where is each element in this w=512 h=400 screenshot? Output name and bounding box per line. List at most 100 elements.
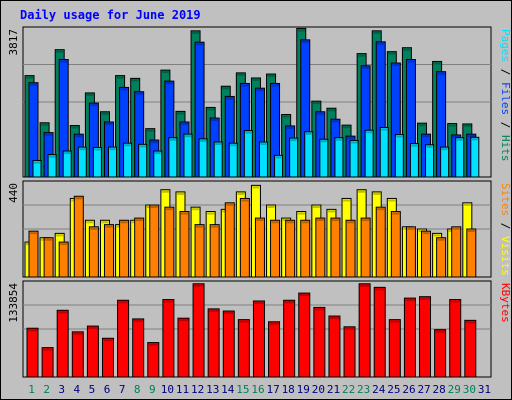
day-label: 3 — [58, 383, 65, 396]
legend-separator: / — [499, 62, 512, 82]
bar-shade — [60, 243, 68, 246]
bar-shade — [75, 135, 83, 138]
bar-shade — [184, 135, 191, 138]
bar-shade — [467, 230, 475, 232]
bar-shade — [286, 126, 294, 129]
bar-pages-day-9 — [153, 150, 163, 178]
bar-shade — [407, 60, 415, 63]
bar-shade — [90, 227, 98, 230]
day-label: 17 — [266, 383, 279, 396]
bar-sites-day-18 — [285, 219, 296, 278]
bar-shade — [392, 64, 400, 67]
panel-kbytes: 133854 KBytes — [7, 280, 512, 378]
bar-shade — [101, 112, 109, 115]
bar-shade — [73, 332, 83, 335]
bar-kbytes-day-1 — [26, 327, 39, 378]
panel-legend: Pages / Files / Hits — [499, 29, 512, 162]
bar-shade — [435, 330, 445, 333]
bar-shade — [120, 88, 128, 91]
bar-kbytes-day-18 — [283, 299, 296, 378]
day-label: 26 — [402, 383, 415, 396]
bar-shade — [358, 54, 366, 57]
bar-shade — [312, 102, 320, 105]
day-label: 5 — [89, 383, 96, 396]
bar-pages-day-6 — [107, 146, 117, 178]
bar-shade — [209, 309, 219, 312]
bar-shade — [196, 225, 204, 228]
bar-sites-day-22 — [345, 219, 356, 278]
bar-shade — [237, 192, 245, 195]
day-label: 22 — [342, 383, 355, 396]
bar-shade — [71, 126, 79, 129]
bar-pages-day-15 — [243, 130, 253, 178]
bar-kbytes-day-10 — [162, 299, 175, 378]
bar-kbytes-day-7 — [117, 299, 130, 378]
bar-pages-day-19 — [304, 131, 314, 178]
bar-shade — [301, 40, 309, 43]
bar-pages-day-23 — [364, 129, 374, 178]
bar-sites-day-29 — [451, 226, 462, 278]
bar-shade — [441, 148, 448, 151]
legend-entry: Pages — [499, 29, 512, 62]
bar-pages-day-28 — [440, 146, 450, 178]
bar-shade — [45, 238, 53, 241]
bar-shade — [373, 192, 381, 195]
day-label: 24 — [372, 383, 386, 396]
bar-shade — [286, 221, 294, 224]
legend-separator: / — [499, 216, 512, 236]
bar-shade — [200, 139, 207, 142]
bar-shade — [30, 83, 37, 86]
day-label: 9 — [149, 383, 156, 396]
bar-kbytes-day-4 — [71, 331, 84, 378]
bar-shade — [320, 140, 327, 143]
day-label: 18 — [282, 383, 295, 396]
bar-shade — [196, 43, 204, 46]
day-label: 20 — [312, 383, 325, 396]
bar-shade — [260, 143, 267, 146]
bar-shade — [301, 221, 309, 224]
bar-shade — [392, 212, 400, 215]
day-label: 16 — [251, 383, 264, 396]
bar-shade — [366, 131, 373, 134]
panel-hits-files-pages: 3817 Pages / Files / Hits — [7, 26, 512, 178]
bar-shade — [116, 76, 124, 79]
bar-shade — [211, 119, 219, 122]
legend-entry: Hits — [499, 135, 512, 162]
bar-shade — [347, 221, 355, 224]
bar-sites-day-13 — [209, 224, 220, 278]
bar-shade — [178, 319, 188, 322]
bar-kbytes-day-13 — [207, 308, 220, 378]
bar-shade — [148, 343, 158, 346]
day-label: 12 — [191, 383, 204, 396]
bar-shade — [45, 133, 53, 136]
bar-shade — [297, 212, 305, 215]
bar-sites-day-11 — [179, 211, 190, 278]
bar-shade — [343, 199, 351, 202]
bar-shade — [150, 206, 158, 208]
bar-shade — [390, 320, 400, 323]
bar-shade — [463, 203, 471, 206]
bar-shade — [207, 212, 215, 215]
bar-sites-day-7 — [119, 219, 130, 278]
bar-sites-day-10 — [164, 206, 175, 278]
bar-shade — [215, 143, 222, 146]
bar-shade — [282, 115, 290, 118]
bar-shade — [388, 199, 396, 202]
series-pages — [32, 126, 480, 178]
day-label: 21 — [327, 383, 340, 396]
day-label: 14 — [221, 383, 235, 396]
bar-shade — [150, 141, 158, 144]
bar-shade — [256, 89, 264, 92]
bar-shade — [103, 339, 113, 342]
bar-shade — [86, 221, 94, 224]
bar-kbytes-day-16 — [252, 300, 265, 378]
bar-pages-day-20 — [319, 138, 329, 178]
bar-shade — [299, 294, 309, 297]
bar-shade — [411, 144, 418, 147]
bar-shade — [284, 301, 294, 304]
bar-sites-day-17 — [270, 219, 281, 278]
bar-sites-day-8 — [134, 217, 145, 278]
bar-shade — [271, 221, 279, 224]
bar-shade — [375, 288, 385, 291]
